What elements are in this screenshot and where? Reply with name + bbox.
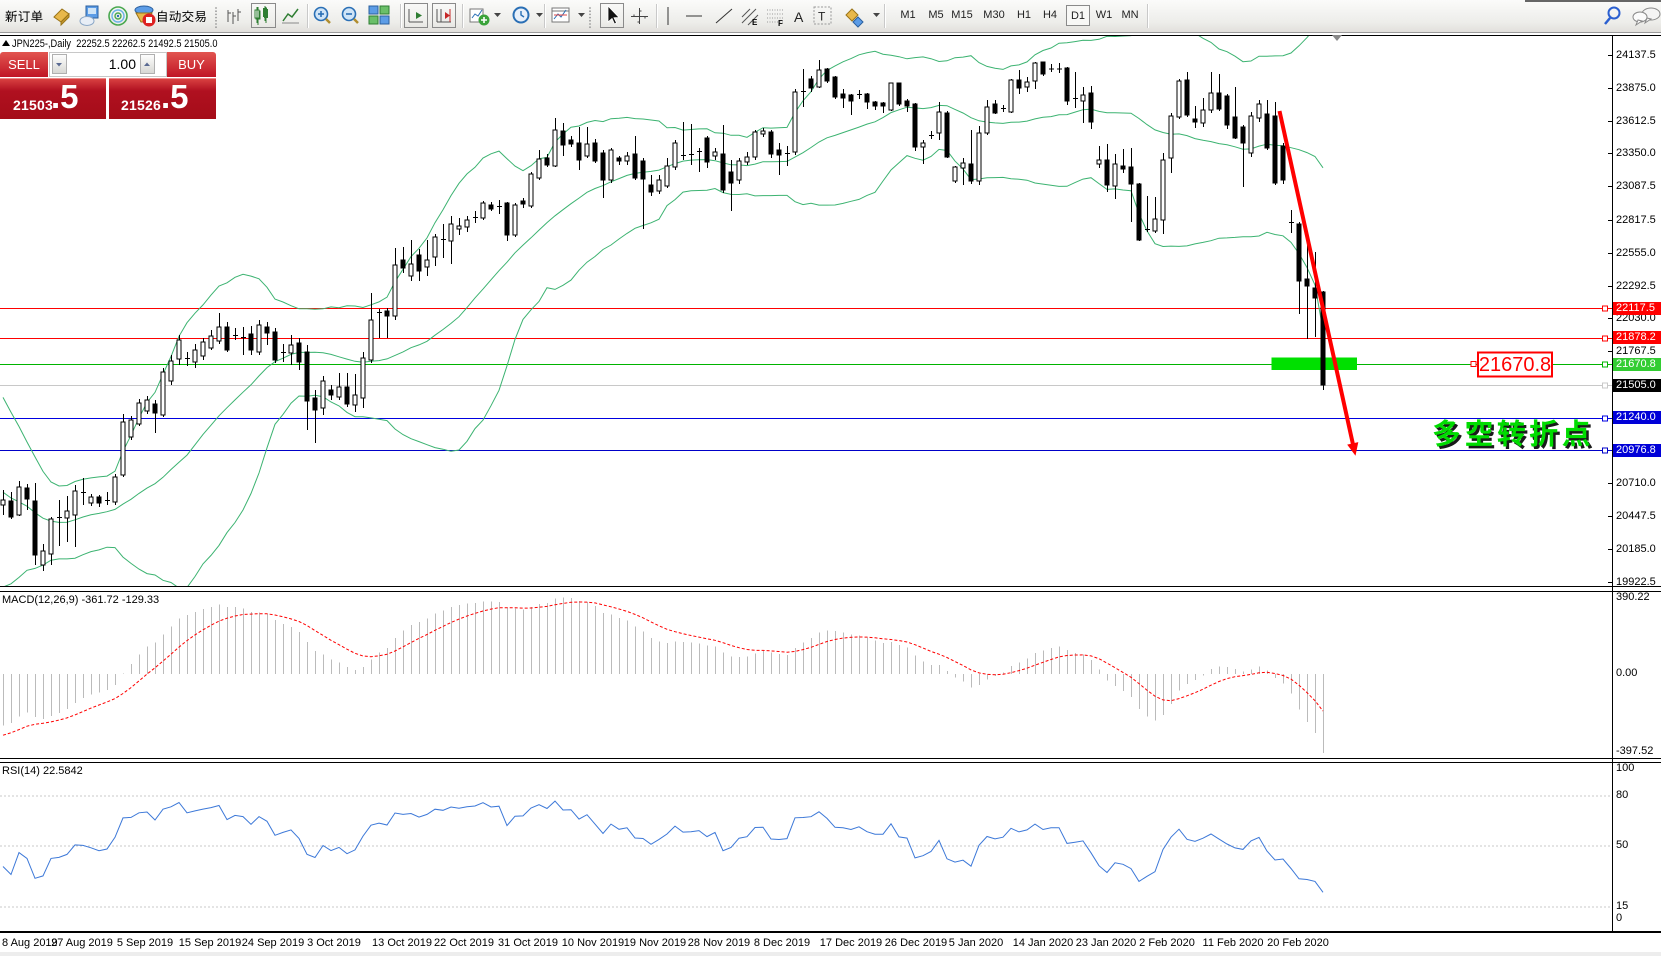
svg-text:A: A — [794, 9, 804, 25]
svg-text:F: F — [778, 19, 783, 28]
svg-text:T: T — [818, 10, 826, 24]
svg-text:21670.8: 21670.8 — [1479, 354, 1551, 376]
svg-text:E: E — [752, 18, 758, 27]
